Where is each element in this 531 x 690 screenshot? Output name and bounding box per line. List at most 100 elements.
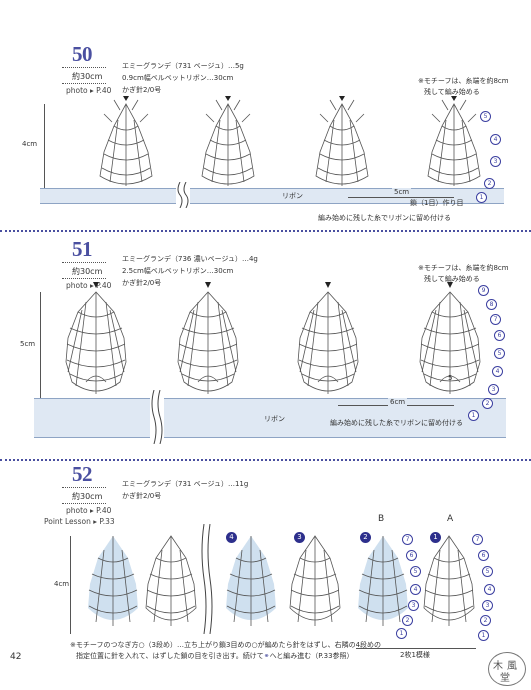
order-number: 2	[360, 532, 371, 543]
row-number: 3	[490, 156, 501, 167]
pair-label: 2枚1模様	[400, 651, 430, 659]
footnote-line: ※モチーフのつなぎ方○（3段め）…立ち上がり鎖3目めの○が編めたら針をはずし、右…	[70, 641, 382, 649]
row-number: 6	[478, 550, 489, 561]
row-number: 1	[476, 192, 487, 203]
photo-ref: photo ▸ P.40	[66, 281, 112, 290]
spacing-label: 6cm	[388, 398, 408, 406]
material-line: かぎ針2/0号	[122, 86, 162, 94]
spacing-line	[348, 197, 454, 198]
footnote-text: 指定位置に針を入れて、はずした鎖の目を引き出す。続けて	[76, 652, 264, 660]
motif-chart	[196, 96, 260, 194]
pair-dimension-line	[356, 648, 476, 649]
stamp-char: 堂	[500, 673, 510, 684]
row-number: 7	[490, 314, 501, 325]
note-line: ※モチーフは、糸端を約8cm	[418, 264, 509, 272]
divider	[62, 503, 106, 504]
motif-chart	[422, 96, 486, 194]
divider	[62, 83, 106, 84]
motif-chart	[222, 532, 280, 636]
note-line: 残して編み始める	[424, 88, 480, 96]
divider	[62, 67, 106, 68]
row-number: 3	[408, 600, 419, 611]
size-label: 約30cm	[72, 492, 103, 501]
row-number: 5	[480, 111, 491, 122]
motif-chart	[142, 532, 200, 636]
section-number: 51	[72, 237, 93, 261]
row-number: 4	[410, 584, 421, 595]
ribbon-label: リボン	[264, 415, 285, 423]
join-symbol: ⚭	[263, 652, 270, 660]
note-line: 残して編み始める	[424, 275, 480, 283]
ribbon-right	[190, 188, 504, 204]
motif-chart	[84, 532, 142, 636]
row-number: 5	[410, 566, 421, 577]
label-b: B	[378, 514, 385, 524]
row-number: 2	[484, 178, 495, 189]
motif-chart	[414, 282, 486, 404]
motif-chart	[60, 282, 132, 404]
ribbon-left	[34, 398, 150, 438]
ribbon-left	[40, 188, 176, 204]
row-number: 6	[406, 550, 417, 561]
height-dimension-line	[40, 292, 42, 404]
motif-chart	[354, 532, 412, 636]
attach-instruction: 編み始めに残した糸でリボンに留め付ける	[330, 419, 463, 427]
motif-note: ※モチーフは、糸端を約8cm 残して編み始める	[418, 76, 509, 98]
ribbon-label: リボン	[282, 192, 303, 200]
joining-footnote: ※モチーフのつなぎ方○（3段め）…立ち上がり鎖3目めの○が編めたら針をはずし、右…	[70, 640, 381, 662]
row-number: 4	[492, 366, 503, 377]
material-line: エミーグランデ（736 濃いベージュ）…4g	[122, 255, 258, 263]
section-number: 52	[72, 462, 93, 486]
row-number: 3	[488, 384, 499, 395]
row-number: 1	[468, 410, 479, 421]
height-label: 4cm	[54, 580, 70, 588]
motif-note: ※モチーフは、糸端を約8cm 残して編み始める	[418, 263, 509, 285]
motif-chart	[292, 282, 364, 404]
footnote-line: 指定位置に針を入れて、はずした鎖の目を引き出す。続けて⚭へと編み進む（P.33参…	[70, 651, 381, 662]
row-number: 7	[472, 534, 483, 545]
order-number: 3	[294, 532, 305, 543]
row-number: 2	[402, 615, 413, 626]
attach-instruction: 編み始めに残した糸でリボンに留め付ける	[318, 214, 451, 222]
footnote-text: へと編み進む（P.33参照）	[269, 652, 354, 660]
row-number: 7	[402, 534, 413, 545]
row-number: 4	[490, 134, 501, 145]
row-number: 2	[480, 615, 491, 626]
motif-chart	[420, 532, 478, 636]
materials-list: エミーグランデ（731 ベージュ）…11g かぎ針2/0号	[122, 478, 248, 502]
ribbon-right	[164, 398, 506, 438]
row-number: 4	[484, 584, 495, 595]
label-a: A	[447, 514, 454, 524]
materials-list: エミーグランデ（731 ベージュ）…5g 0.9cm幅ベルベットリボン…30cm…	[122, 60, 244, 96]
size-label: 約30cm	[72, 72, 103, 81]
stamp-char: 風	[507, 661, 517, 672]
material-line: エミーグランデ（731 ベージュ）…5g	[122, 62, 244, 70]
row-number: 1	[396, 628, 407, 639]
height-label: 5cm	[20, 340, 36, 348]
material-line: 2.5cm幅ベルベットリボン…30cm	[122, 267, 234, 275]
section-separator	[0, 459, 531, 461]
order-number: 4	[226, 532, 237, 543]
height-dimension-line	[70, 536, 72, 634]
row-number: 5	[494, 348, 505, 359]
divider	[62, 278, 106, 279]
note-line: ※モチーフは、糸端を約8cm	[418, 77, 509, 85]
motif-chart	[94, 96, 158, 194]
ribbon-break	[176, 181, 190, 209]
materials-list: エミーグランデ（736 濃いベージュ）…4g 2.5cm幅ベルベットリボン…30…	[122, 253, 258, 289]
point-lesson-ref: Point Lesson ▸ P.33	[44, 517, 115, 526]
material-line: かぎ針2/0号	[122, 492, 162, 500]
material-line: かぎ針2/0号	[122, 279, 162, 287]
motif-chart	[286, 532, 344, 636]
size-label: 約30cm	[72, 267, 103, 276]
motif-chart	[310, 96, 374, 194]
divider	[62, 262, 106, 263]
stamp-char: 木	[493, 661, 503, 672]
photo-ref: photo ▸ P.40	[66, 86, 112, 95]
chain-label: 鎖（1目）作り目	[410, 199, 464, 207]
row-number: 8	[486, 299, 497, 310]
row-number: 1	[478, 630, 489, 641]
material-line: 0.9cm幅ベルベットリボン…30cm	[122, 74, 234, 82]
photo-ref: photo ▸ P.40	[66, 506, 112, 515]
watermark-stamp: 木 風 堂	[488, 652, 526, 686]
